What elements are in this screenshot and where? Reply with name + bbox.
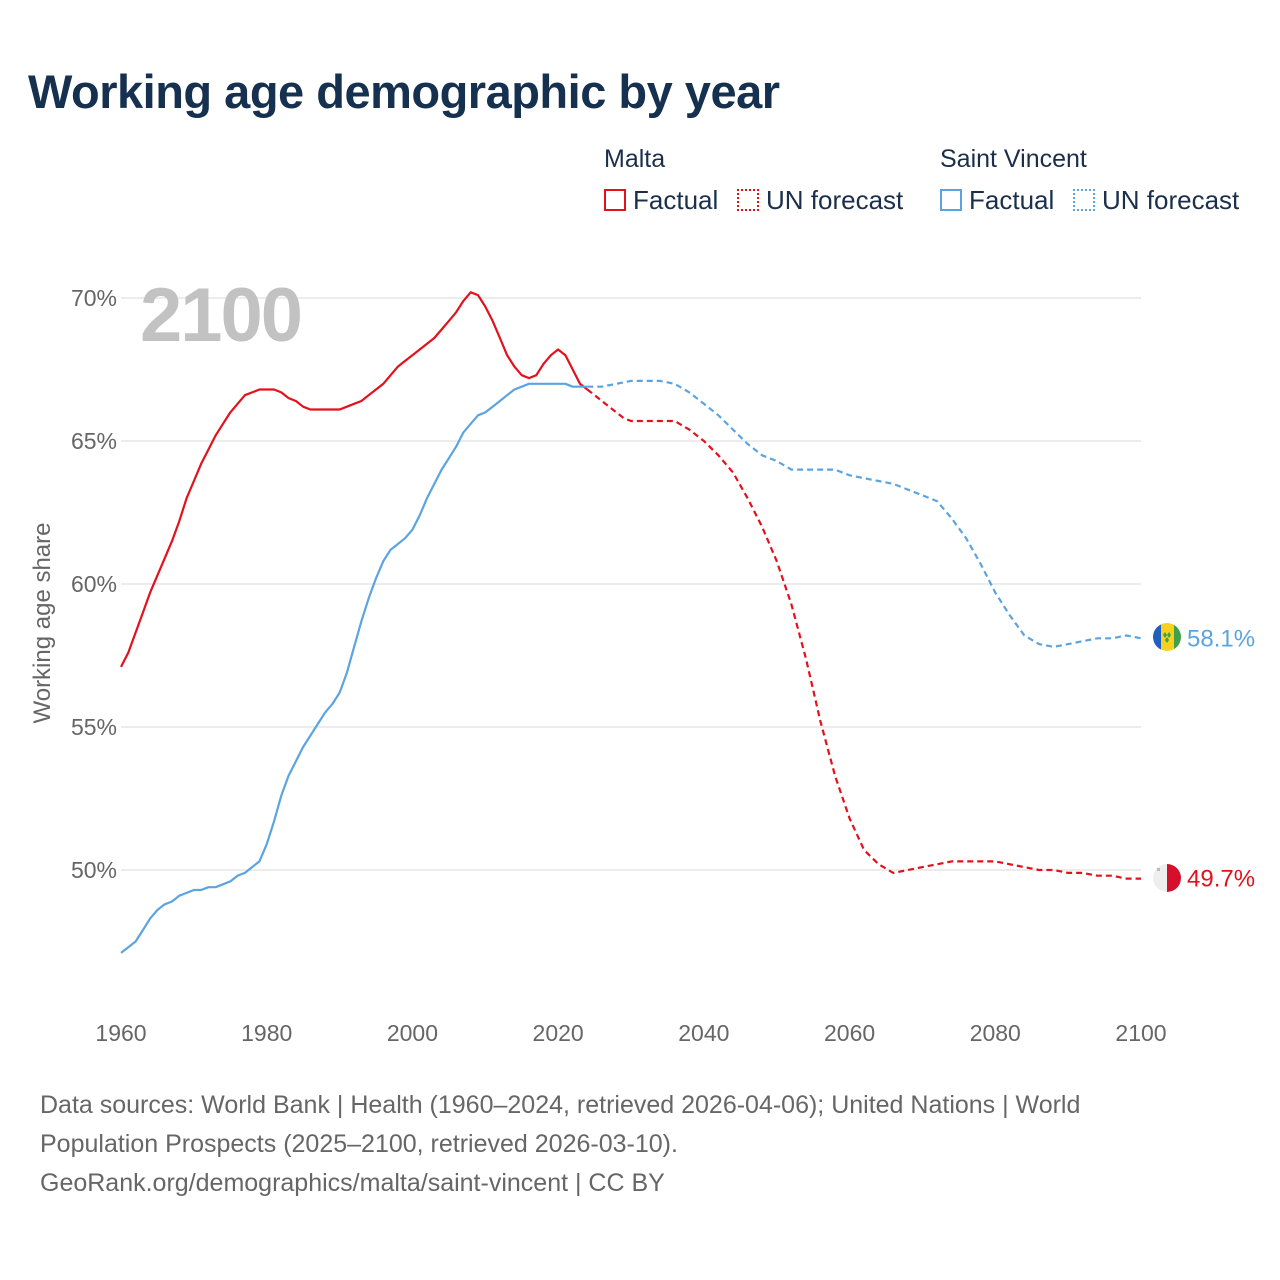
- chart-title: Working age demographic by year: [28, 65, 780, 118]
- y-tick-label: 50%: [71, 857, 117, 883]
- legend-swatch-solid-icon: [940, 189, 962, 211]
- saint-vincent-forecast-line[interactable]: [587, 379, 1142, 648]
- footer-link[interactable]: GeoRank.org/demographics/malta/saint-vin…: [40, 1169, 665, 1197]
- end-labels: 58.1% 49.7%: [1153, 623, 1255, 893]
- x-tick-label: 2080: [970, 1020, 1021, 1046]
- x-tick-label: 2060: [824, 1020, 875, 1046]
- y-tick-label: 65%: [71, 428, 117, 454]
- legend-malta-factual[interactable]: Factual: [604, 185, 718, 215]
- x-axis-ticks: 1960 1980 2000 2020 2040 2060 2080 2100: [95, 1020, 1166, 1046]
- year-watermark: 2100: [140, 273, 303, 358]
- legend-group-saint-vincent: Saint Vincent: [940, 145, 1087, 173]
- y-tick-label: 70%: [71, 285, 117, 311]
- x-tick-label: 2000: [387, 1020, 438, 1046]
- footer-sources: Data sources: World Bank | Health (1960–…: [40, 1086, 1240, 1203]
- legend-saint-vincent-factual[interactable]: Factual: [940, 185, 1054, 215]
- gridlines: [121, 297, 1141, 871]
- y-axis-label: Working age share: [29, 523, 56, 724]
- saint-vincent-flag-icon: [1153, 623, 1181, 651]
- footer-line: Data sources: World Bank | Health (1960–…: [40, 1091, 1081, 1119]
- legend-label: UN forecast: [766, 184, 904, 215]
- legend-label: Factual: [633, 184, 719, 215]
- legend-malta-forecast[interactable]: UN forecast: [737, 185, 903, 215]
- x-tick-label: 2100: [1115, 1020, 1166, 1046]
- y-axis-ticks: 50% 55% 60% 65% 70%: [71, 285, 117, 883]
- saint-vincent-factual-line[interactable]: [120, 382, 588, 954]
- legend-saint-vincent-forecast[interactable]: UN forecast: [1073, 185, 1239, 215]
- legend-group-malta: Malta: [604, 145, 666, 173]
- footer-line: Population Prospects (2025–2100, retriev…: [40, 1130, 678, 1158]
- legend-swatch-dotted-icon: [1073, 189, 1095, 211]
- legend-swatch-solid-icon: [604, 189, 626, 211]
- malta-flag-icon: [1153, 864, 1181, 892]
- x-tick-label: 1960: [95, 1020, 146, 1046]
- malta-factual-line[interactable]: [120, 291, 588, 668]
- legend-label: UN forecast: [1102, 184, 1240, 215]
- x-tick-label: 2020: [533, 1020, 584, 1046]
- y-tick-label: 60%: [71, 571, 117, 597]
- saint-vincent-end-label: 58.1%: [1187, 625, 1255, 652]
- y-tick-label: 55%: [71, 714, 117, 740]
- legend-label: Factual: [969, 184, 1055, 215]
- series-lines: [120, 291, 1142, 954]
- x-tick-label: 1980: [241, 1020, 292, 1046]
- malta-forecast-line[interactable]: [586, 388, 1141, 880]
- legend-swatch-dotted-icon: [737, 189, 759, 211]
- x-tick-label: 2040: [678, 1020, 729, 1046]
- malta-end-label: 49.7%: [1187, 866, 1255, 893]
